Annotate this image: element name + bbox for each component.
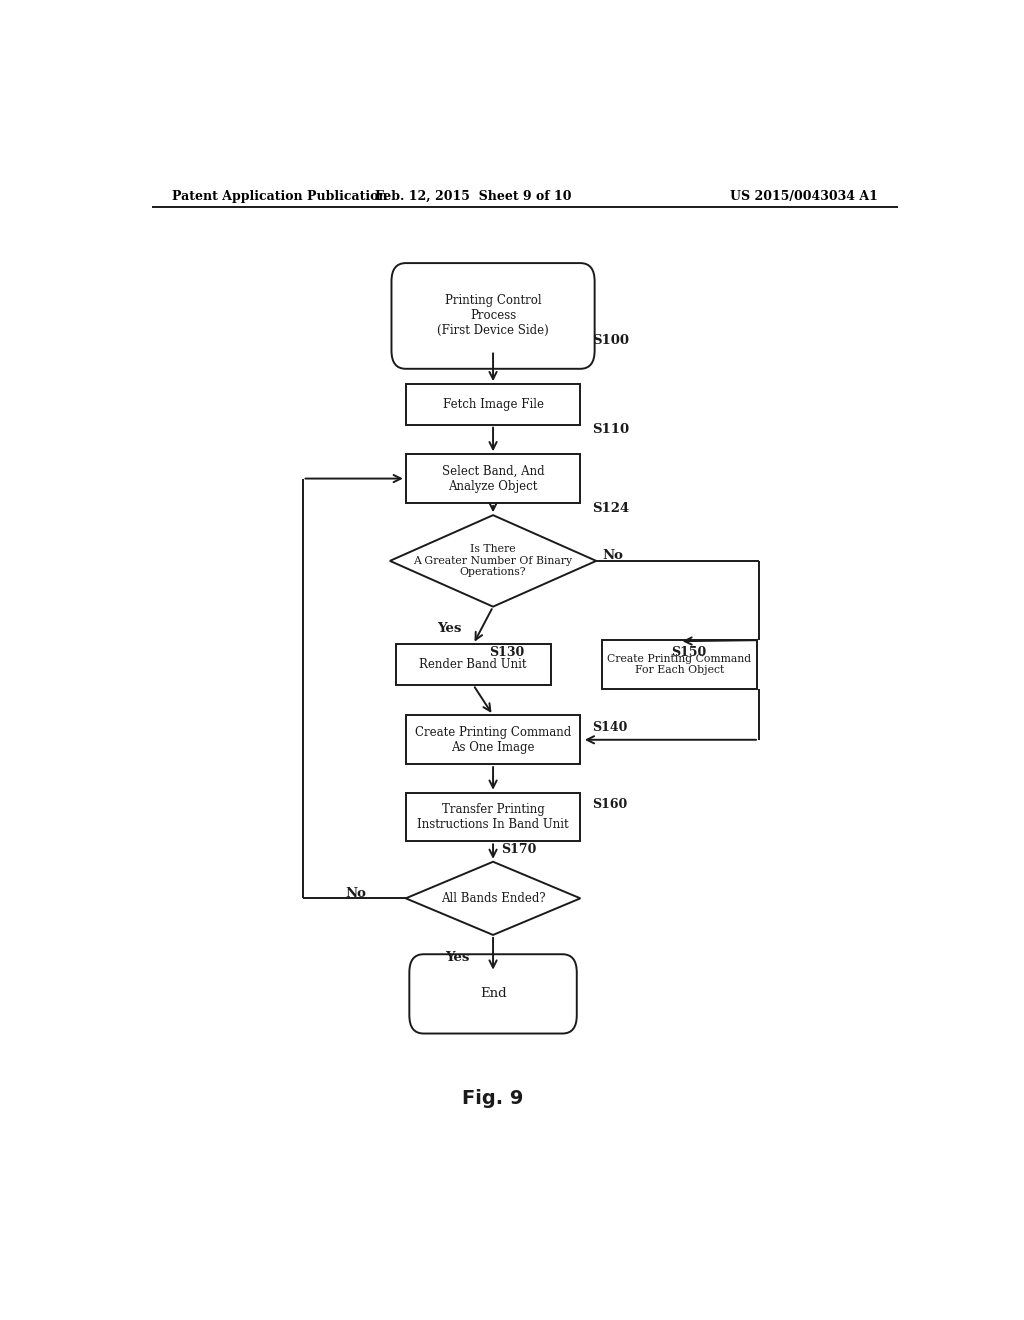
Text: All Bands Ended?: All Bands Ended?	[440, 892, 546, 904]
Polygon shape	[390, 515, 596, 607]
Text: Yes: Yes	[437, 623, 462, 635]
FancyBboxPatch shape	[391, 263, 595, 368]
Bar	[406, 715, 581, 764]
Text: S130: S130	[489, 645, 524, 659]
Bar	[406, 384, 581, 425]
Text: S160: S160	[592, 799, 628, 812]
Text: Select Band, And
Analyze Object: Select Band, And Analyze Object	[441, 465, 545, 492]
Text: End: End	[479, 987, 507, 1001]
Text: S100: S100	[592, 334, 630, 347]
Bar	[602, 640, 757, 689]
Bar	[406, 454, 581, 503]
Text: No: No	[345, 887, 367, 900]
Polygon shape	[406, 862, 581, 935]
Text: Fig. 9: Fig. 9	[463, 1089, 523, 1107]
Bar	[406, 792, 581, 841]
Text: Fetch Image File: Fetch Image File	[442, 397, 544, 411]
Text: Is There
A Greater Number Of Binary
Operations?: Is There A Greater Number Of Binary Oper…	[414, 544, 572, 577]
Text: Patent Application Publication: Patent Application Publication	[172, 190, 387, 202]
Text: Create Printing Command
For Each Object: Create Printing Command For Each Object	[607, 653, 752, 676]
FancyBboxPatch shape	[410, 954, 577, 1034]
Text: S150: S150	[672, 645, 707, 659]
Text: Yes: Yes	[445, 950, 470, 964]
Text: S170: S170	[501, 843, 537, 857]
Text: Render Band Unit: Render Band Unit	[420, 659, 527, 671]
Text: S110: S110	[592, 424, 630, 437]
Bar	[396, 644, 551, 685]
Text: Transfer Printing
Instructions In Band Unit: Transfer Printing Instructions In Band U…	[417, 803, 569, 832]
Text: Create Printing Command
As One Image: Create Printing Command As One Image	[415, 726, 571, 754]
Text: S124: S124	[592, 502, 630, 515]
Text: No: No	[602, 549, 624, 562]
Text: US 2015/0043034 A1: US 2015/0043034 A1	[730, 190, 878, 202]
Text: Printing Control
Process
(First Device Side): Printing Control Process (First Device S…	[437, 294, 549, 338]
Text: Feb. 12, 2015  Sheet 9 of 10: Feb. 12, 2015 Sheet 9 of 10	[375, 190, 571, 202]
Text: S140: S140	[592, 721, 628, 734]
